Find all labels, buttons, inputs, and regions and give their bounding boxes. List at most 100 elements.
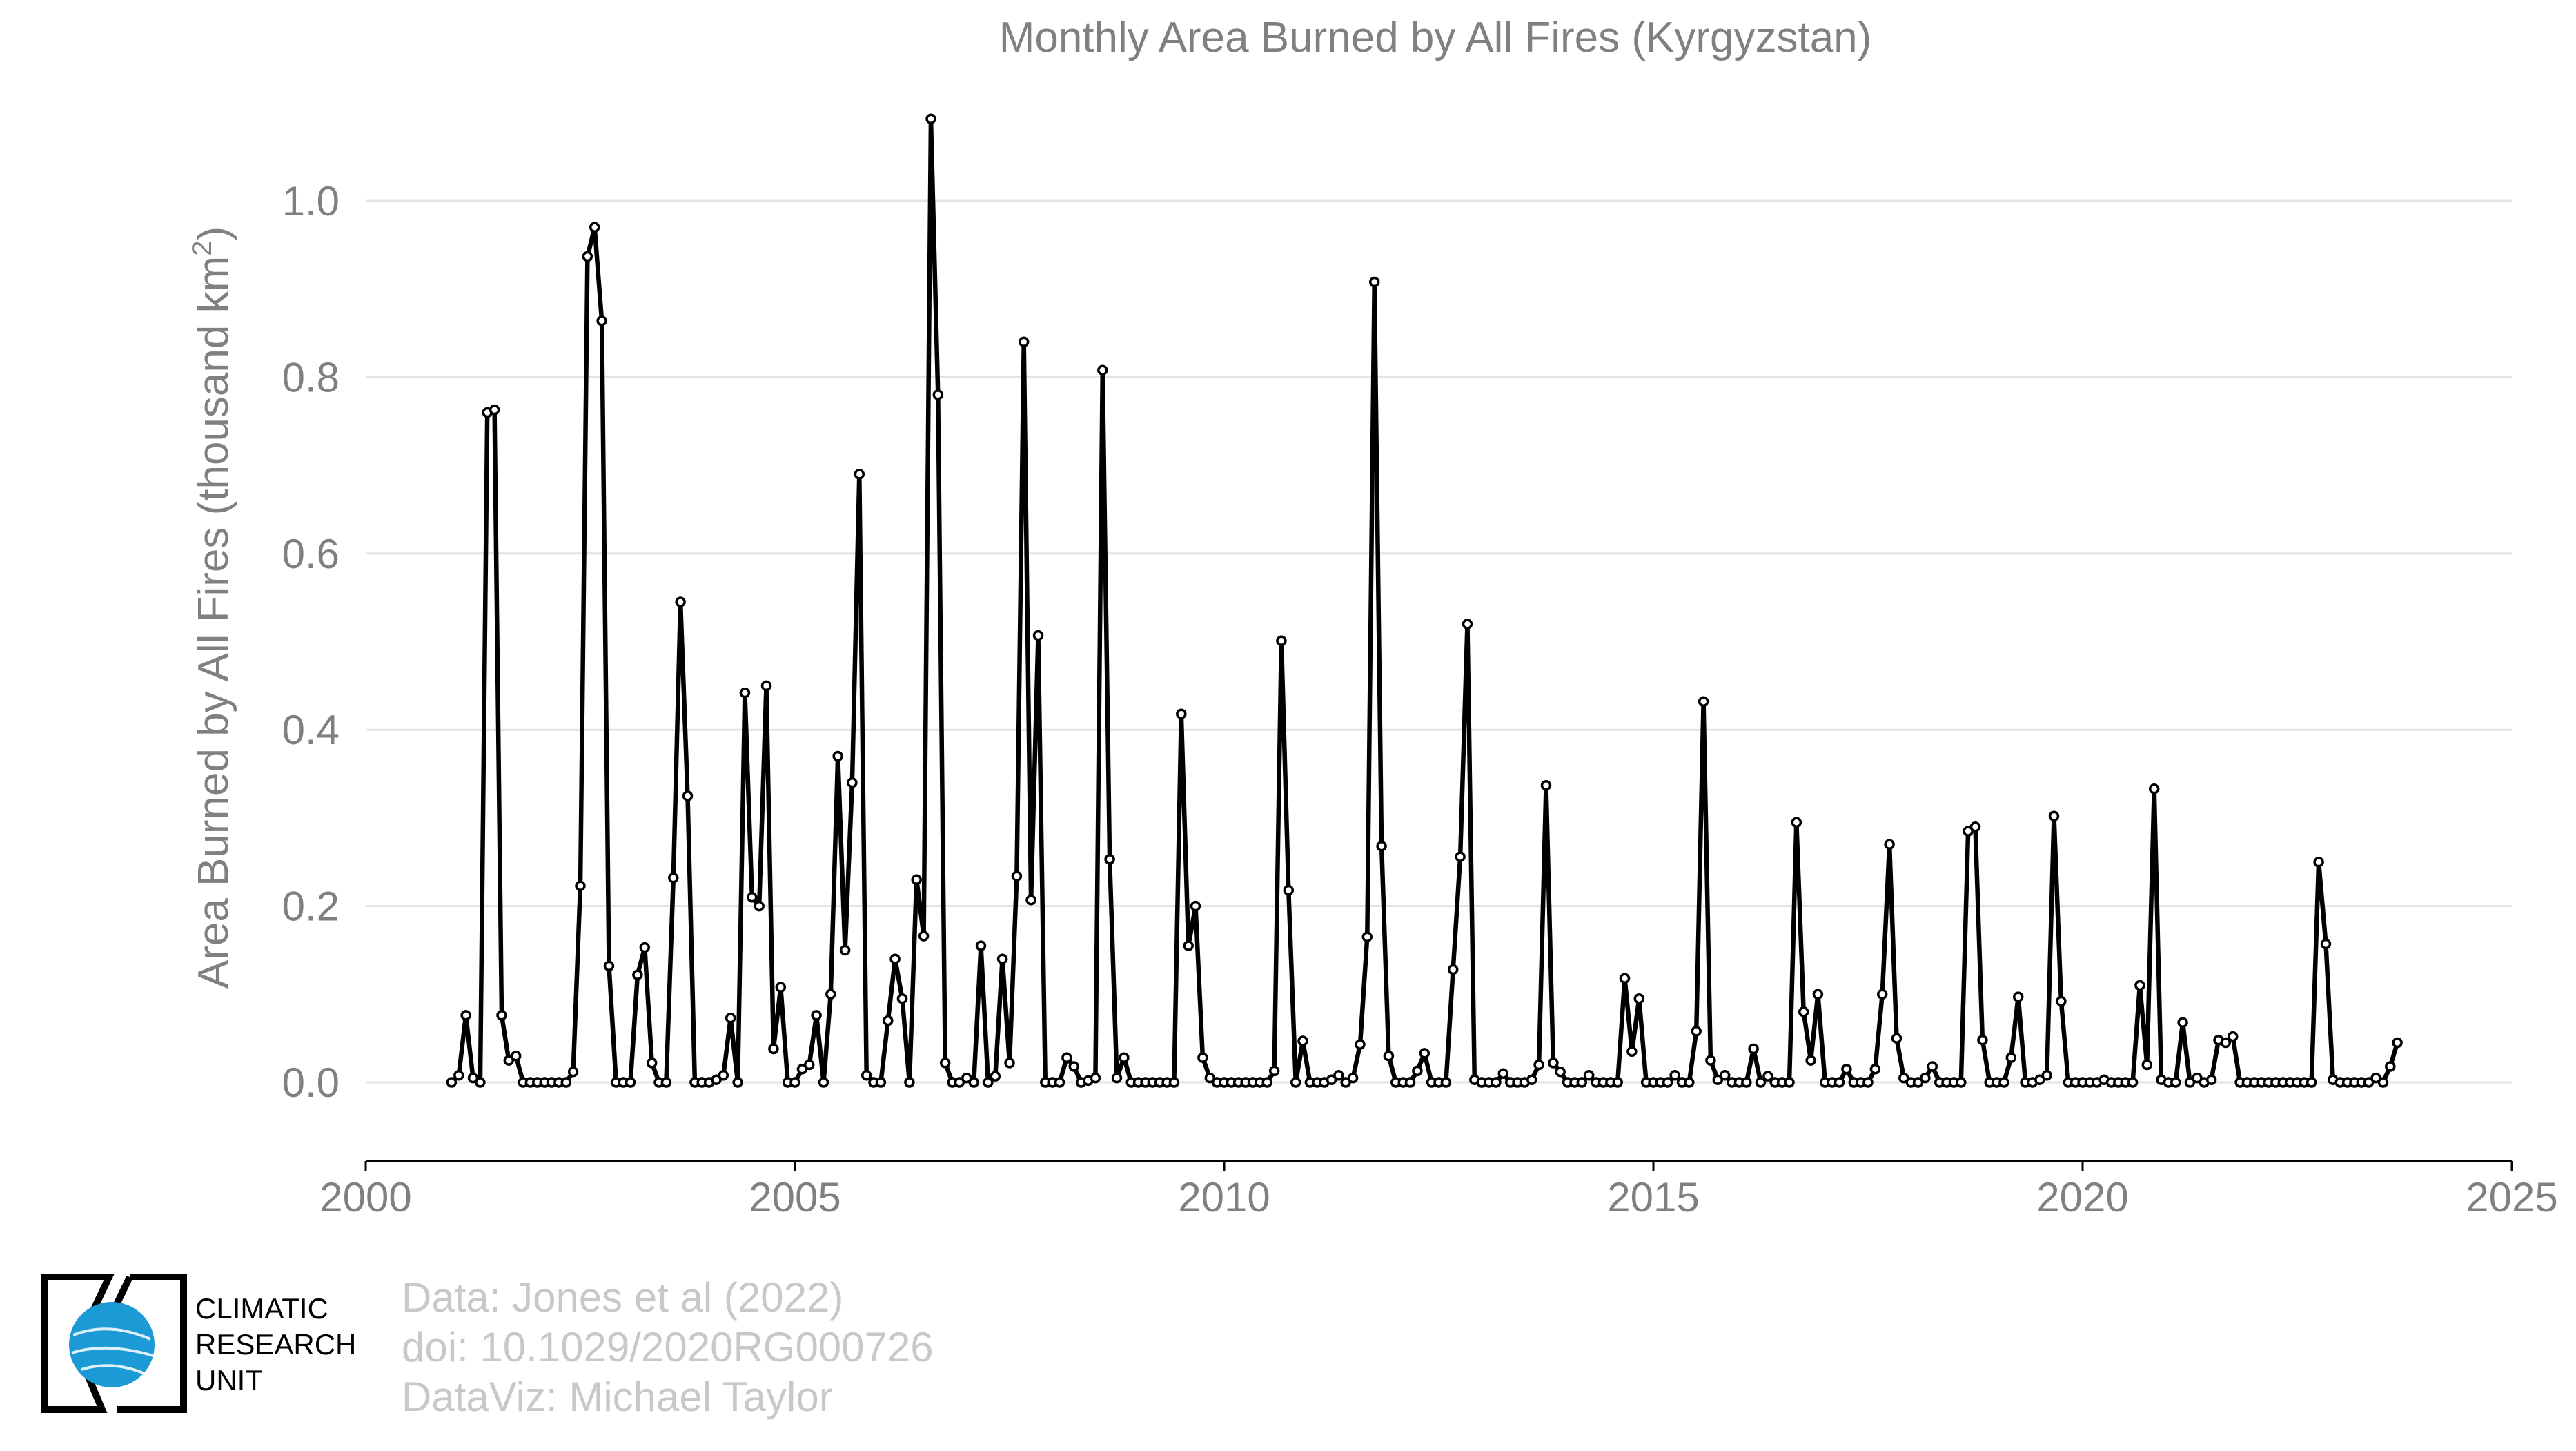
data-point-261 — [2313, 857, 2324, 868]
data-point-175 — [1698, 696, 1709, 708]
data-point-174 — [1691, 1026, 1702, 1037]
data-point-223 — [2041, 1070, 2052, 1081]
data-point-166 — [1633, 993, 1645, 1004]
data-point-75 — [983, 1077, 994, 1088]
logo-text-line-1: CLIMATIC — [195, 1292, 328, 1325]
data-point-64 — [904, 1077, 915, 1088]
data-point-165 — [1626, 1046, 1638, 1058]
series-line — [450, 116, 2400, 1085]
data-point-246 — [2205, 1074, 2217, 1085]
data-point-199 — [1869, 1064, 1881, 1075]
data-point-146 — [1491, 1077, 1502, 1088]
x-tick-label-0: 2000 — [319, 1174, 411, 1220]
data-point-206 — [1920, 1072, 1931, 1084]
data-point-130 — [1376, 841, 1387, 852]
data-point-28 — [646, 1058, 658, 1069]
data-point-224 — [2048, 810, 2060, 822]
data-point-198 — [1862, 1077, 1874, 1088]
data-point-147 — [1497, 1068, 1509, 1079]
data-point-73 — [968, 1077, 979, 1088]
y-axis-label-close: ) — [190, 226, 237, 241]
data-point-213 — [1969, 821, 1981, 832]
data-point-8 — [503, 1055, 515, 1066]
data-point-20 — [589, 222, 600, 233]
data-point-117 — [1283, 884, 1295, 896]
data-point-25 — [625, 1077, 636, 1088]
data-point-45 — [768, 1043, 779, 1055]
cru-logo — [40, 1273, 188, 1414]
data-point-173 — [1684, 1077, 1695, 1088]
data-point-17 — [567, 1066, 579, 1078]
data-point-16 — [560, 1077, 572, 1088]
data-point-271 — [2385, 1061, 2396, 1072]
data-point-44 — [760, 680, 772, 692]
data-point-26 — [632, 969, 643, 980]
data-point-2 — [460, 1010, 471, 1021]
data-point-43 — [754, 900, 765, 912]
data-point-238 — [2148, 783, 2160, 795]
y-tick-label-2: 0.4 — [282, 707, 340, 753]
logo-text-line-2: RESEARCH — [195, 1328, 357, 1361]
data-point-207 — [1927, 1061, 1938, 1072]
data-point-189 — [1798, 1006, 1809, 1017]
grid-lines — [366, 199, 2512, 1084]
data-point-82 — [1032, 630, 1044, 641]
data-point-19 — [582, 251, 593, 262]
data-point-129 — [1368, 276, 1380, 288]
data-point-46 — [775, 982, 787, 993]
data-point-77 — [996, 953, 1008, 964]
data-point-195 — [1841, 1064, 1852, 1075]
data-point-60 — [875, 1077, 887, 1088]
data-credits: Data: Jones et al (2022) doi: 10.1029/20… — [402, 1273, 934, 1422]
data-point-219 — [2012, 991, 2024, 1002]
data-point-85 — [1054, 1077, 1065, 1088]
y-tick-label-4: 0.8 — [282, 354, 340, 400]
data-point-211 — [1956, 1077, 1967, 1088]
data-point-58 — [861, 1070, 872, 1081]
data-point-103 — [1183, 940, 1194, 951]
data-point-69 — [939, 1058, 951, 1069]
data-point-127 — [1355, 1039, 1366, 1050]
chart-title: Monthly Area Burned by All Fires (Kyrgyz… — [999, 14, 1872, 61]
y-axis-label-superscript: 2 — [187, 241, 217, 256]
data-point-33 — [682, 790, 694, 801]
data-point-72 — [961, 1072, 972, 1084]
data-point-91 — [1097, 364, 1108, 376]
data-point-171 — [1669, 1070, 1680, 1081]
data-point-164 — [1619, 973, 1631, 984]
data-point-92 — [1104, 854, 1115, 865]
data-point-62 — [889, 953, 901, 964]
data-point-30 — [660, 1077, 672, 1088]
data-point-90 — [1090, 1072, 1101, 1084]
data-point-235 — [2127, 1077, 2139, 1088]
data-point-22 — [603, 960, 615, 972]
data-point-50 — [803, 1059, 815, 1071]
data-point-87 — [1068, 1061, 1080, 1072]
y-axis-label: Area Burned by All Fires (thousand km2) — [187, 226, 237, 989]
data-point-159 — [1583, 1070, 1595, 1081]
data-point-53 — [825, 989, 836, 1000]
data-point-86 — [1061, 1052, 1072, 1063]
data-point-151 — [1526, 1074, 1537, 1085]
data-point-135 — [1412, 1065, 1423, 1077]
data-point-131 — [1383, 1050, 1395, 1062]
data-point-201 — [1884, 839, 1895, 850]
data-point-237 — [2141, 1059, 2153, 1071]
data-point-18 — [575, 880, 586, 891]
x-tick-label-2: 2010 — [1178, 1174, 1270, 1220]
data-point-6 — [489, 404, 500, 416]
data-point-140 — [1447, 964, 1459, 975]
data-point-170 — [1662, 1077, 1673, 1088]
data-point-236 — [2134, 980, 2145, 991]
y-axis-label-main: Area Burned by All Fires (thousand km — [190, 256, 237, 989]
x-tick-marks — [364, 1161, 2513, 1171]
data-point-74 — [975, 940, 987, 951]
data-point-80 — [1018, 336, 1030, 348]
cru-logo-mark — [41, 1274, 187, 1413]
data-point-71 — [954, 1077, 965, 1088]
data-point-158 — [1576, 1077, 1588, 1088]
data-point-9 — [510, 1050, 522, 1062]
data-point-51 — [811, 1010, 822, 1021]
y-tick-labels: 0.0 0.2 0.4 0.6 0.8 1.0 — [282, 178, 340, 1106]
data-point-191 — [1812, 989, 1824, 1000]
